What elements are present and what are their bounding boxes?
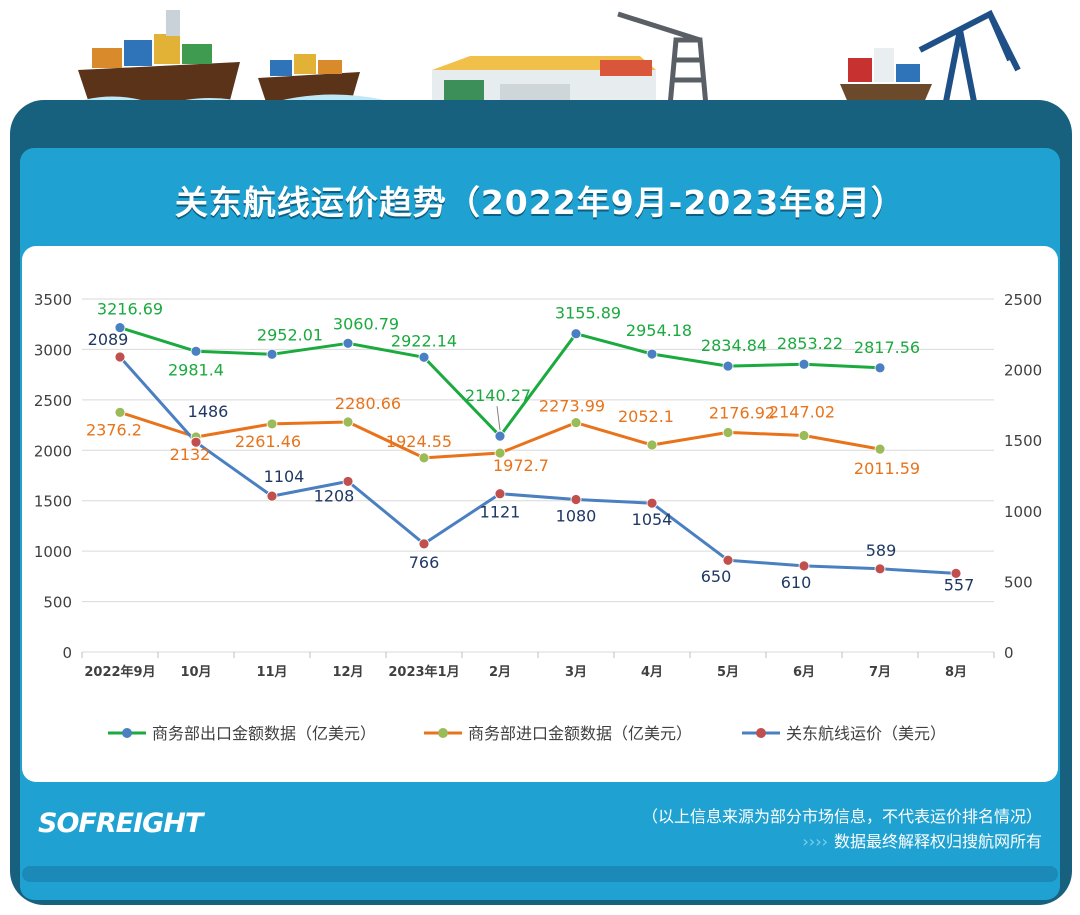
bottom-stripe [22,866,1058,882]
copyright-note: ›››› 数据最终解释权归搜航网所有 [802,828,1042,852]
gantry-crane-icon [918,9,1021,113]
chart-panel [22,246,1058,782]
source-footnote: （以上信息来源为部分市场信息，不代表运价排名情况） [641,807,1042,826]
page-title: 关东航线运价趋势（2022年9月-2023年8月） [174,183,906,222]
copyright-text: 数据最终解释权归搜航网所有 [833,832,1042,851]
arrows-icon: ›››› [802,832,828,851]
warehouse-icon [432,56,656,104]
port-crane-icon [617,11,709,107]
cargo-ship-large-icon [78,10,240,112]
sofreight-logo: SOFREIGHT [38,808,203,839]
